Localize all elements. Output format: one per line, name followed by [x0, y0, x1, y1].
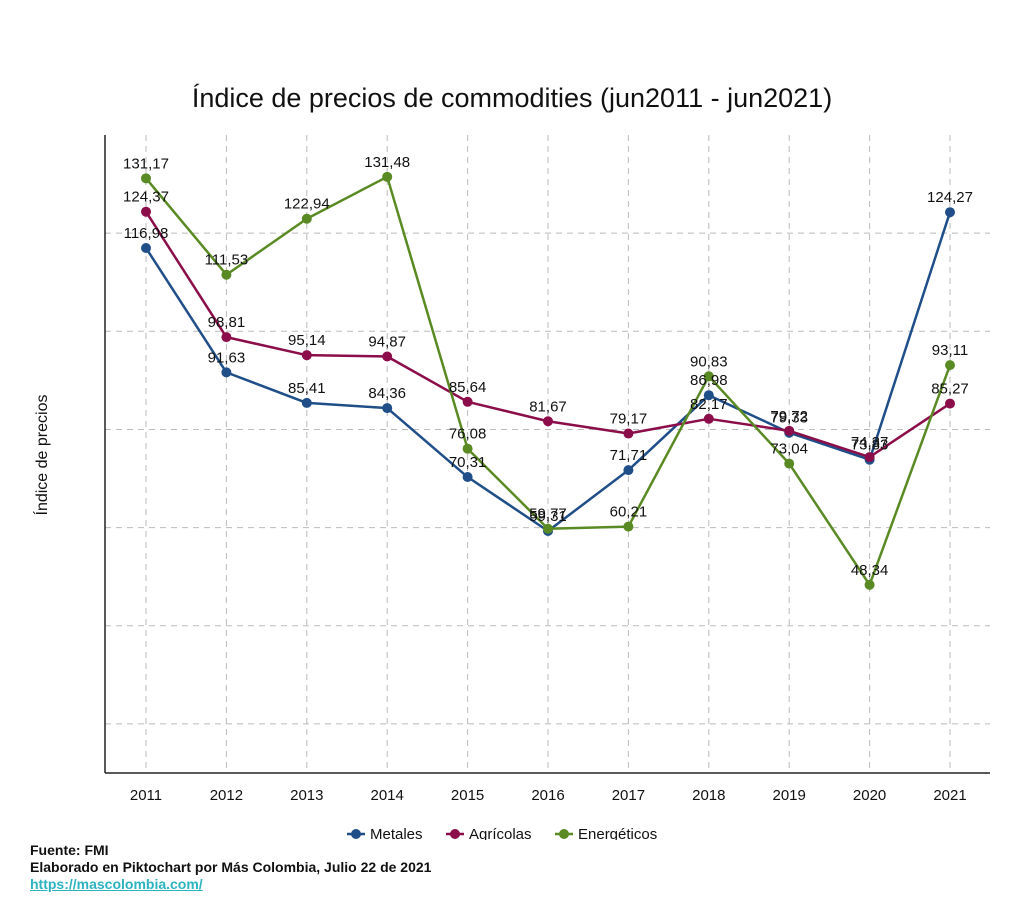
- point-agricolas: [864, 452, 875, 463]
- point-energeticos: [221, 269, 232, 280]
- x-tick-label: 2019: [773, 787, 806, 804]
- point-agricolas: [141, 206, 151, 217]
- point-energeticos: [462, 443, 473, 454]
- data-label-agricolas: 85,64: [449, 379, 487, 396]
- x-tick-label: 2015: [451, 787, 484, 804]
- point-agricolas: [543, 416, 553, 427]
- data-label-metales: 86,98: [690, 372, 728, 389]
- point-metales: [301, 397, 312, 408]
- point-agricolas: [382, 351, 393, 362]
- data-label-energeticos: 48,34: [851, 562, 889, 579]
- data-label-energeticos: 60,21: [610, 504, 648, 521]
- source-text: Fuente: FMI: [30, 842, 109, 858]
- data-label-energeticos: 131,48: [364, 154, 410, 171]
- data-label-metales: 79,33: [770, 410, 808, 427]
- data-label-agricolas: 74,37: [851, 434, 889, 451]
- data-label-metales: 73,83: [851, 437, 889, 454]
- axes: [104, 135, 990, 774]
- x-tick-label: 2018: [692, 787, 725, 804]
- data-label-agricolas: 79,17: [610, 411, 648, 428]
- series-points: [141, 171, 955, 590]
- point-metales: [703, 390, 714, 401]
- data-label-metales: 84,36: [368, 385, 406, 402]
- legend-swatch-dot: [351, 829, 361, 839]
- point-energeticos: [301, 213, 312, 224]
- point-energeticos: [945, 360, 955, 371]
- point-energeticos: [623, 521, 634, 532]
- data-label-agricolas: 81,67: [529, 398, 567, 415]
- point-energeticos: [864, 579, 875, 590]
- point-metales: [462, 472, 473, 483]
- y-axis-label: Índice de precios: [32, 395, 51, 516]
- x-tick-label: 2020: [853, 787, 886, 804]
- data-label-metales: 70,31: [449, 454, 487, 471]
- point-agricolas: [462, 396, 473, 407]
- point-agricolas: [301, 350, 312, 361]
- data-label-energeticos: 59,77: [529, 506, 567, 523]
- x-tick-label: 2014: [371, 787, 404, 804]
- point-metales: [945, 207, 955, 218]
- point-energeticos: [382, 171, 393, 182]
- legend-item-agricolas[interactable]: Agrícolas: [446, 826, 532, 840]
- data-label-agricolas: 94,87: [368, 333, 406, 350]
- legend-swatch-dot: [450, 829, 460, 839]
- x-tick-label: 2016: [531, 787, 564, 804]
- data-label-energeticos: 93,11: [932, 342, 968, 359]
- point-agricolas: [945, 398, 955, 409]
- point-agricolas: [703, 413, 714, 424]
- grid: [105, 135, 990, 773]
- footer: Fuente: FMI Elaborado en Piktochart por …: [30, 842, 431, 893]
- data-labels: 116,98 91,63 85,41 84,36 70,31 59,31 71,71 86,9…: [123, 154, 973, 579]
- point-energeticos: [543, 523, 553, 534]
- legend-item-metales[interactable]: Metales: [347, 826, 423, 840]
- point-energeticos: [784, 458, 795, 469]
- data-label-metales: 91,63: [208, 349, 246, 366]
- data-label-agricolas: 98,81: [208, 314, 246, 331]
- point-agricolas: [623, 428, 634, 439]
- data-label-metales: 59,31: [529, 508, 567, 525]
- source-link[interactable]: https://mascolombia.com/: [30, 876, 203, 892]
- data-label-energeticos: 111,53: [205, 252, 249, 269]
- data-label-agricolas: 124,37: [123, 189, 169, 206]
- data-label-metales: 124,27: [927, 189, 973, 206]
- legend-swatch-dot: [559, 829, 569, 839]
- point-metales: [221, 367, 232, 378]
- data-label-energeticos: 122,94: [284, 196, 330, 213]
- point-metales: [623, 465, 634, 476]
- legend-label: Metales: [370, 826, 423, 840]
- legend-label: Energéticos: [578, 826, 657, 840]
- legend[interactable]: Metales Agrícolas Energéticos: [347, 826, 657, 840]
- data-label-agricolas: 95,14: [288, 332, 326, 349]
- chart: Índice de precios de commodities (jun201…: [32, 83, 990, 840]
- point-energeticos: [703, 371, 714, 382]
- point-metales: [382, 403, 393, 414]
- x-tick-label: 2013: [290, 787, 323, 804]
- data-label-agricolas: 82,17: [690, 396, 728, 413]
- point-agricolas: [784, 425, 795, 436]
- data-label-metales: 71,71: [610, 447, 648, 464]
- x-tick-label: 2021: [933, 787, 966, 804]
- x-tick-label: 2012: [210, 787, 243, 804]
- data-label-energeticos: 76,08: [449, 426, 487, 443]
- point-metales: [141, 242, 151, 253]
- credit-text: Elaborado en Piktochart por Más Colombia…: [30, 859, 432, 875]
- point-energeticos: [141, 173, 151, 184]
- data-label-metales: 85,41: [288, 380, 326, 397]
- x-tick-label: 2011: [130, 787, 162, 804]
- data-label-energeticos: 131,17: [123, 155, 169, 172]
- x-tick-label: 2017: [612, 787, 645, 804]
- data-label-energeticos: 73,04: [770, 441, 808, 458]
- data-label-metales: 116,98: [124, 225, 169, 242]
- data-label-agricolas: 79,72: [770, 408, 808, 425]
- point-agricolas: [221, 332, 232, 343]
- x-axis-ticks: 2011 2012 2013 2014 2015 2016 2017 2018 2019 2020…: [130, 787, 967, 804]
- data-label-energeticos: 90,83: [690, 353, 728, 370]
- data-label-agricolas: 85,27: [931, 381, 969, 398]
- chart-title: Índice de precios de commodities (jun201…: [192, 83, 832, 113]
- legend-item-energeticos[interactable]: Energéticos: [555, 826, 657, 840]
- legend-label: Agrícolas: [469, 826, 532, 840]
